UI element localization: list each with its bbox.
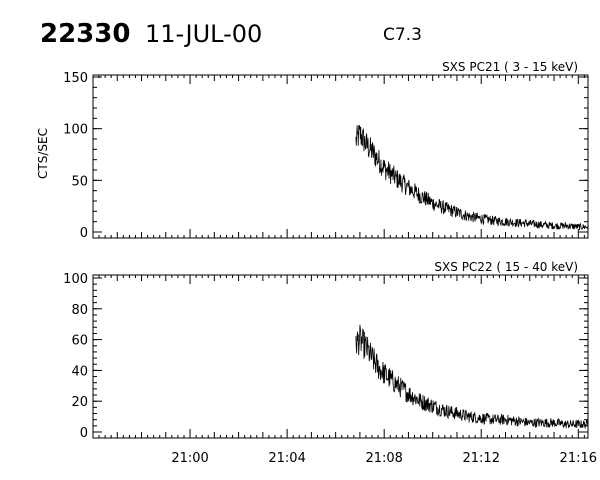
panel-title: SXS PC22 ( 15 - 40 keV) <box>434 260 578 274</box>
y-tick-label: 40 <box>71 364 88 379</box>
x-tick-label: 21:04 <box>268 451 305 466</box>
plot-frame <box>92 274 589 439</box>
y-tick-label: 150 <box>63 71 88 86</box>
x-tick-label: 21:12 <box>463 451 500 466</box>
x-tick-label: 21:16 <box>560 451 597 466</box>
y-tick-label: 100 <box>63 272 88 287</box>
event-number: 22330 <box>40 19 130 49</box>
y-axis-label: CTS/SEC <box>36 128 50 179</box>
series-line-pc22 <box>355 324 589 429</box>
y-tick-label: 50 <box>71 174 88 189</box>
y-tick-label: 0 <box>80 426 88 441</box>
panel-pc21: SXS PC21 ( 3 - 15 keV) CTS/SEC 0 50 100 150 <box>36 60 589 241</box>
panel-title: SXS PC21 ( 3 - 15 keV) <box>442 60 578 74</box>
y-tick-label: 20 <box>71 395 88 410</box>
plot-frame <box>92 74 589 239</box>
y-tick-label: 60 <box>71 334 88 349</box>
y-tick-label: 80 <box>71 303 88 318</box>
series-line-pc21 <box>355 125 589 230</box>
flare-class: C7.3 <box>383 25 422 45</box>
x-tick-label: 21:00 <box>171 451 208 466</box>
y-tick-label: 100 <box>63 123 88 138</box>
panel-pc22: SXS PC22 ( 15 - 40 keV) 0 20 40 60 80 100 21:00… <box>63 260 597 466</box>
y-tick-label: 0 <box>80 226 88 241</box>
x-tick-label: 21:08 <box>365 451 402 466</box>
observation-date: 11-JUL-00 <box>145 20 262 48</box>
